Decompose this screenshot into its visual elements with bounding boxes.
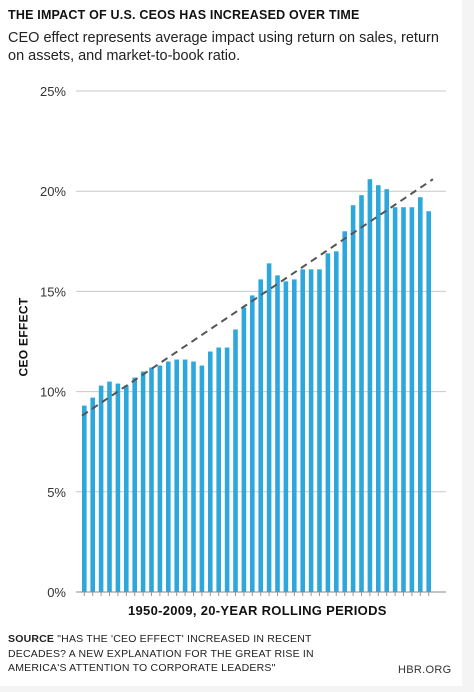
bar [132,377,137,592]
x-axis-label: 1950-2009, 20-YEAR ROLLING PERIODS [128,603,387,618]
y-tick-label: 20% [40,184,66,199]
bar [140,371,146,592]
bar [107,381,112,592]
bar [266,263,272,592]
bar [350,205,356,592]
y-tick-label: 25% [40,84,66,99]
bar [216,347,221,592]
source-text: "HAS THE 'CEO EFFECT' INCREASED IN RECEN… [8,633,314,674]
bar [233,329,238,592]
bar [384,189,389,593]
trend-line [81,178,434,417]
bar [90,397,95,592]
bar [224,347,230,592]
bar [334,251,339,592]
bar [409,207,415,592]
bar [401,207,406,592]
bar [283,281,289,592]
y-tick-label: 15% [40,284,66,299]
bar [317,269,322,592]
bar [82,405,87,592]
bar [124,385,129,592]
y-tick-label: 10% [40,385,66,400]
bar [392,207,398,592]
bar [199,365,205,592]
bar [166,361,171,592]
y-tick-label: 0% [47,585,66,600]
bar [208,351,213,592]
chart-card: THE IMPACT OF U.S. CEOS HAS INCREASED OV… [0,0,462,686]
y-tick-label: 5% [47,485,66,500]
bar [300,269,305,592]
source-note: SOURCE "HAS THE 'CEO EFFECT' INCREASED I… [8,632,348,676]
bar [157,365,163,592]
bar-chart: 0% 5% 10% 15% 20% 25% [40,84,446,600]
bar [258,279,263,592]
bar [275,275,280,592]
bar [426,211,431,593]
bar [250,295,255,592]
bar [149,367,154,592]
bar [241,307,247,592]
bar [418,197,423,592]
y-axis-label: CEO EFFECT [16,297,31,377]
bar [115,383,121,592]
bar [182,359,188,592]
bar [376,185,381,593]
bar [308,269,314,592]
bar [325,253,331,592]
source-label: SOURCE [8,633,55,645]
bar [98,385,104,592]
bar [367,179,373,592]
chart-subtitle: CEO effect represents average impact usi… [8,30,439,64]
bar [359,195,364,592]
bar [342,231,347,592]
bar [174,359,179,592]
bar [292,279,297,592]
credit-hbr: HBR.ORG [398,664,452,676]
bar [191,361,196,592]
chart-title: THE IMPACT OF U.S. CEOS HAS INCREASED OV… [8,8,360,22]
